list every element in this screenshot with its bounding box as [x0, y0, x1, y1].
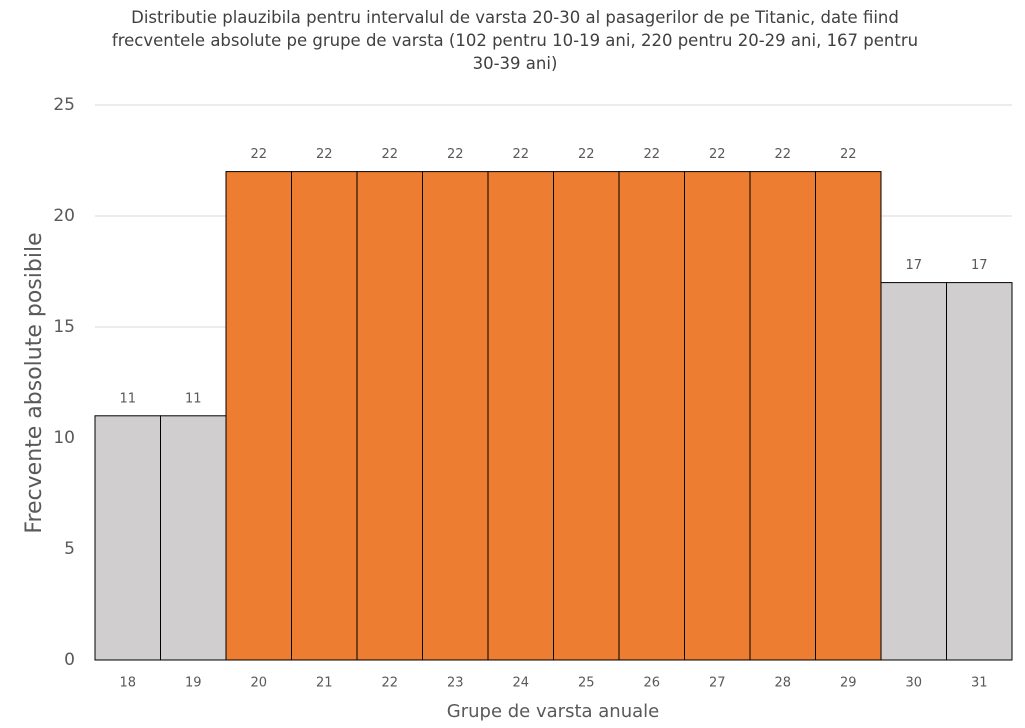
y-tick-label: 5: [64, 539, 75, 559]
data-label: 22: [643, 147, 660, 162]
data-label: 22: [774, 147, 791, 162]
bar: [815, 171, 882, 661]
bar: [487, 171, 554, 661]
x-tick-label: 20: [250, 676, 267, 691]
x-tick-label: 25: [578, 676, 595, 691]
x-tick-label: 31: [971, 676, 988, 691]
chart-title: Distributie plauzibila pentru intervalul…: [111, 8, 919, 73]
x-tick-label: 27: [709, 676, 726, 691]
bar: [749, 171, 816, 661]
x-tick-label: 26: [643, 676, 660, 691]
data-label: 22: [250, 147, 267, 162]
y-axis-title: Frecvente absolute posibile: [22, 232, 47, 533]
x-tick-label: 28: [774, 676, 791, 691]
y-tick-label: 15: [53, 317, 75, 337]
data-label: 22: [447, 147, 464, 162]
bar: [160, 415, 227, 661]
data-label: 17: [971, 258, 988, 273]
bar: [94, 415, 161, 661]
y-tick-label: 20: [53, 206, 75, 226]
x-tick-label: 30: [905, 676, 922, 691]
data-label: 17: [905, 258, 922, 273]
bar: [356, 171, 423, 661]
x-tick-label: 19: [185, 676, 202, 691]
bar: [553, 171, 620, 661]
bar: [618, 171, 685, 661]
bar: [422, 171, 489, 661]
data-label: 22: [709, 147, 726, 162]
data-label: 22: [512, 147, 529, 162]
x-tick-label: 29: [840, 676, 857, 691]
data-label: 11: [185, 391, 202, 406]
y-tick-label: 0: [64, 650, 75, 670]
x-tick-label: 22: [381, 676, 398, 691]
data-label: 11: [119, 391, 136, 406]
data-label: 22: [840, 147, 857, 162]
bar: [291, 171, 358, 661]
bar: [946, 282, 1013, 661]
x-tick-label: 18: [119, 676, 136, 691]
bar: [225, 171, 292, 661]
bar: [880, 282, 947, 661]
x-axis-title: Grupe de varsta anuale: [447, 701, 659, 722]
y-tick-label: 25: [53, 95, 75, 115]
data-label: 22: [578, 147, 595, 162]
data-label: 22: [381, 147, 398, 162]
y-tick-label: 10: [53, 428, 75, 448]
data-label: 22: [316, 147, 333, 162]
x-tick-label: 21: [316, 676, 333, 691]
x-tick-label: 24: [512, 676, 529, 691]
bar: [684, 171, 751, 661]
x-tick-label: 23: [447, 676, 464, 691]
